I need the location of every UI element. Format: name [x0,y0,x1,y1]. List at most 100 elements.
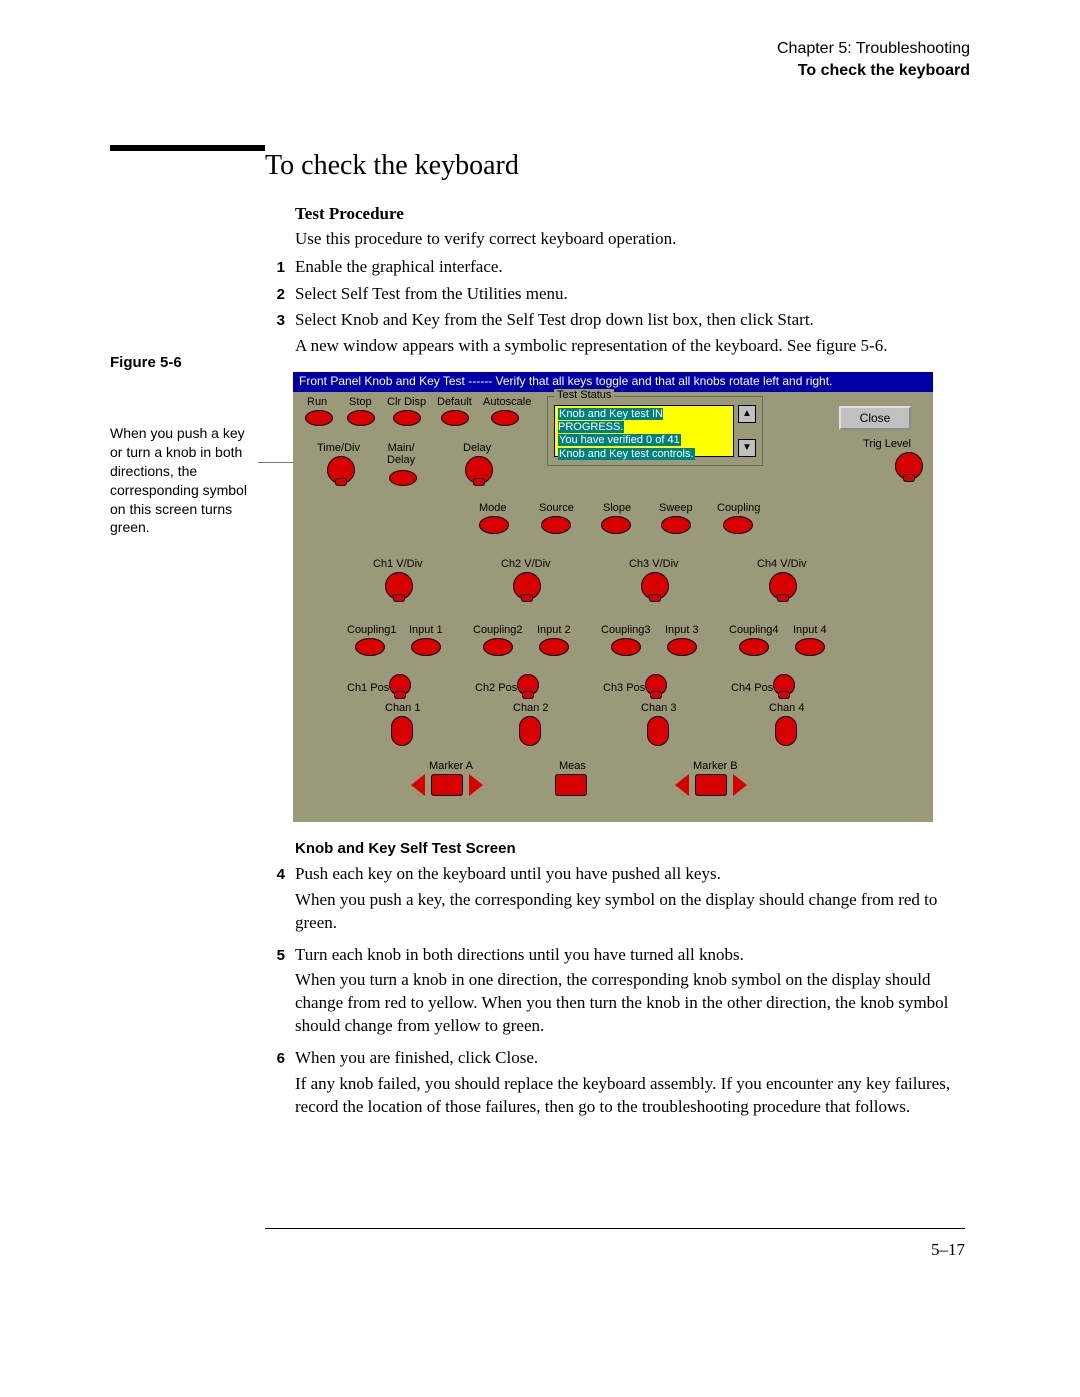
key-chan2[interactable] [519,716,541,746]
key-sweep[interactable] [661,516,691,534]
key-coupling3[interactable] [611,638,641,656]
key-slope[interactable] [601,516,631,534]
key-autoscale[interactable] [491,410,519,426]
key-label: Marker A [429,760,473,772]
step-number: 2 [265,282,295,307]
key-mode[interactable] [479,516,509,534]
step-text: When you are finished, click Close. [295,1046,965,1071]
key-coupling[interactable] [723,516,753,534]
key-marker-b-right[interactable] [733,774,747,796]
step-number: 1 [265,255,295,280]
step-number: 3 [265,308,295,333]
key-stop[interactable] [347,410,375,426]
key-label: Input 4 [793,624,827,636]
key-label: Run [307,396,327,408]
step-subtext: If any knob failed, you should replace t… [295,1073,965,1119]
key-coupling2[interactable] [483,638,513,656]
step-subtext: When you turn a knob in one direction, t… [295,969,965,1038]
knob-label: Ch2 Pos [475,682,517,694]
step-text: Enable the graphical interface. [295,255,965,280]
key-chan1[interactable] [391,716,413,746]
key-coupling1[interactable] [355,638,385,656]
key-chan4[interactable] [775,716,797,746]
key-marker-b-left[interactable] [675,774,689,796]
key-label: Coupling3 [601,624,651,636]
knob-label: Ch3 V/Div [629,558,679,570]
step-text: Select Knob and Key from the Self Test d… [295,308,965,333]
key-label: Input 1 [409,624,443,636]
knob-label: Delay [463,442,491,454]
key-default[interactable] [441,410,469,426]
key-clrdisp[interactable] [393,410,421,426]
key-run[interactable] [305,410,333,426]
footer-rule [265,1228,965,1229]
key-label: Mode [479,502,507,514]
step-text: Push each key on the keyboard until you … [295,862,965,887]
step-subtext: A new window appears with a symbolic rep… [295,335,965,358]
page-title: To check the keyboard [265,150,965,182]
chapter-label: Chapter 5: Troubleshooting [110,38,970,60]
key-label: Chan 4 [769,702,804,714]
key-input2[interactable] [539,638,569,656]
key-marker-a-right[interactable] [469,774,483,796]
key-input3[interactable] [667,638,697,656]
key-label: Coupling2 [473,624,523,636]
key-label: Slope [603,502,631,514]
key-marker-a[interactable] [431,774,463,796]
key-input1[interactable] [411,638,441,656]
step-text: Select Self Test from the Utilities menu… [295,282,965,307]
step-number: 6 [265,1046,295,1071]
key-label: Autoscale [483,396,531,408]
status-line: Knob and Key test controls. [558,448,695,460]
close-button[interactable]: Close [839,406,911,430]
knob-label: Main/ Delay [387,442,415,466]
status-line: You have verified 0 of 41 [558,434,681,446]
test-status-group: Test Status Knob and Key test IN PROGRES… [547,396,763,466]
key-source[interactable] [541,516,571,534]
key-label: Marker B [693,760,738,772]
key-label: Default [437,396,472,408]
step-subtext: When you push a key, the corresponding k… [295,889,965,935]
step-text: Turn each knob in both directions until … [295,943,965,968]
intro-text: Use this procedure to verify correct key… [295,228,965,251]
knob-label: Ch1 Pos [347,682,389,694]
scroll-up-button[interactable]: ▲ [738,405,756,423]
status-line: Knob and Key test IN PROGRESS. [558,408,663,433]
key-coupling4[interactable] [739,638,769,656]
page-number: 5–17 [931,1240,965,1260]
self-test-window: Front Panel Knob and Key Test ------ Ver… [293,372,933,822]
key-label: Clr Disp [387,396,426,408]
key-label: Chan 1 [385,702,420,714]
key-meas[interactable] [555,774,587,796]
key-label: Coupling4 [729,624,779,636]
key-label: Chan 2 [513,702,548,714]
knob-label: Ch4 Pos [731,682,773,694]
key-chan3[interactable] [647,716,669,746]
knob-label: Time/Div [317,442,360,454]
knob-label: Ch3 Pos [603,682,645,694]
key-main-delay[interactable] [389,470,417,486]
key-label: Source [539,502,574,514]
figure-caption: Knob and Key Self Test Screen [295,840,516,857]
callout-leader-line [258,462,294,463]
test-status-box: Knob and Key test IN PROGRESS. You have … [554,405,734,457]
test-status-label: Test Status [554,389,614,401]
key-label: Meas [559,760,586,772]
knob-label: Ch4 V/Div [757,558,807,570]
key-input4[interactable] [795,638,825,656]
figure-label: Figure 5-6 [110,354,182,371]
scroll-down-button[interactable]: ▼ [738,439,756,457]
key-label: Coupling [717,502,760,514]
step-number: 5 [265,943,295,968]
key-marker-a-left[interactable] [411,774,425,796]
key-label: Sweep [659,502,693,514]
key-marker-b[interactable] [695,774,727,796]
section-label: To check the keyboard [110,60,970,82]
key-label: Chan 3 [641,702,676,714]
figure-callout: When you push a key or turn a knob in bo… [110,424,260,537]
key-label: Stop [349,396,372,408]
knob-label: Ch1 V/Div [373,558,423,570]
test-procedure-heading: Test Procedure [295,204,965,224]
key-label: Input 2 [537,624,571,636]
heading-rule [110,145,265,151]
